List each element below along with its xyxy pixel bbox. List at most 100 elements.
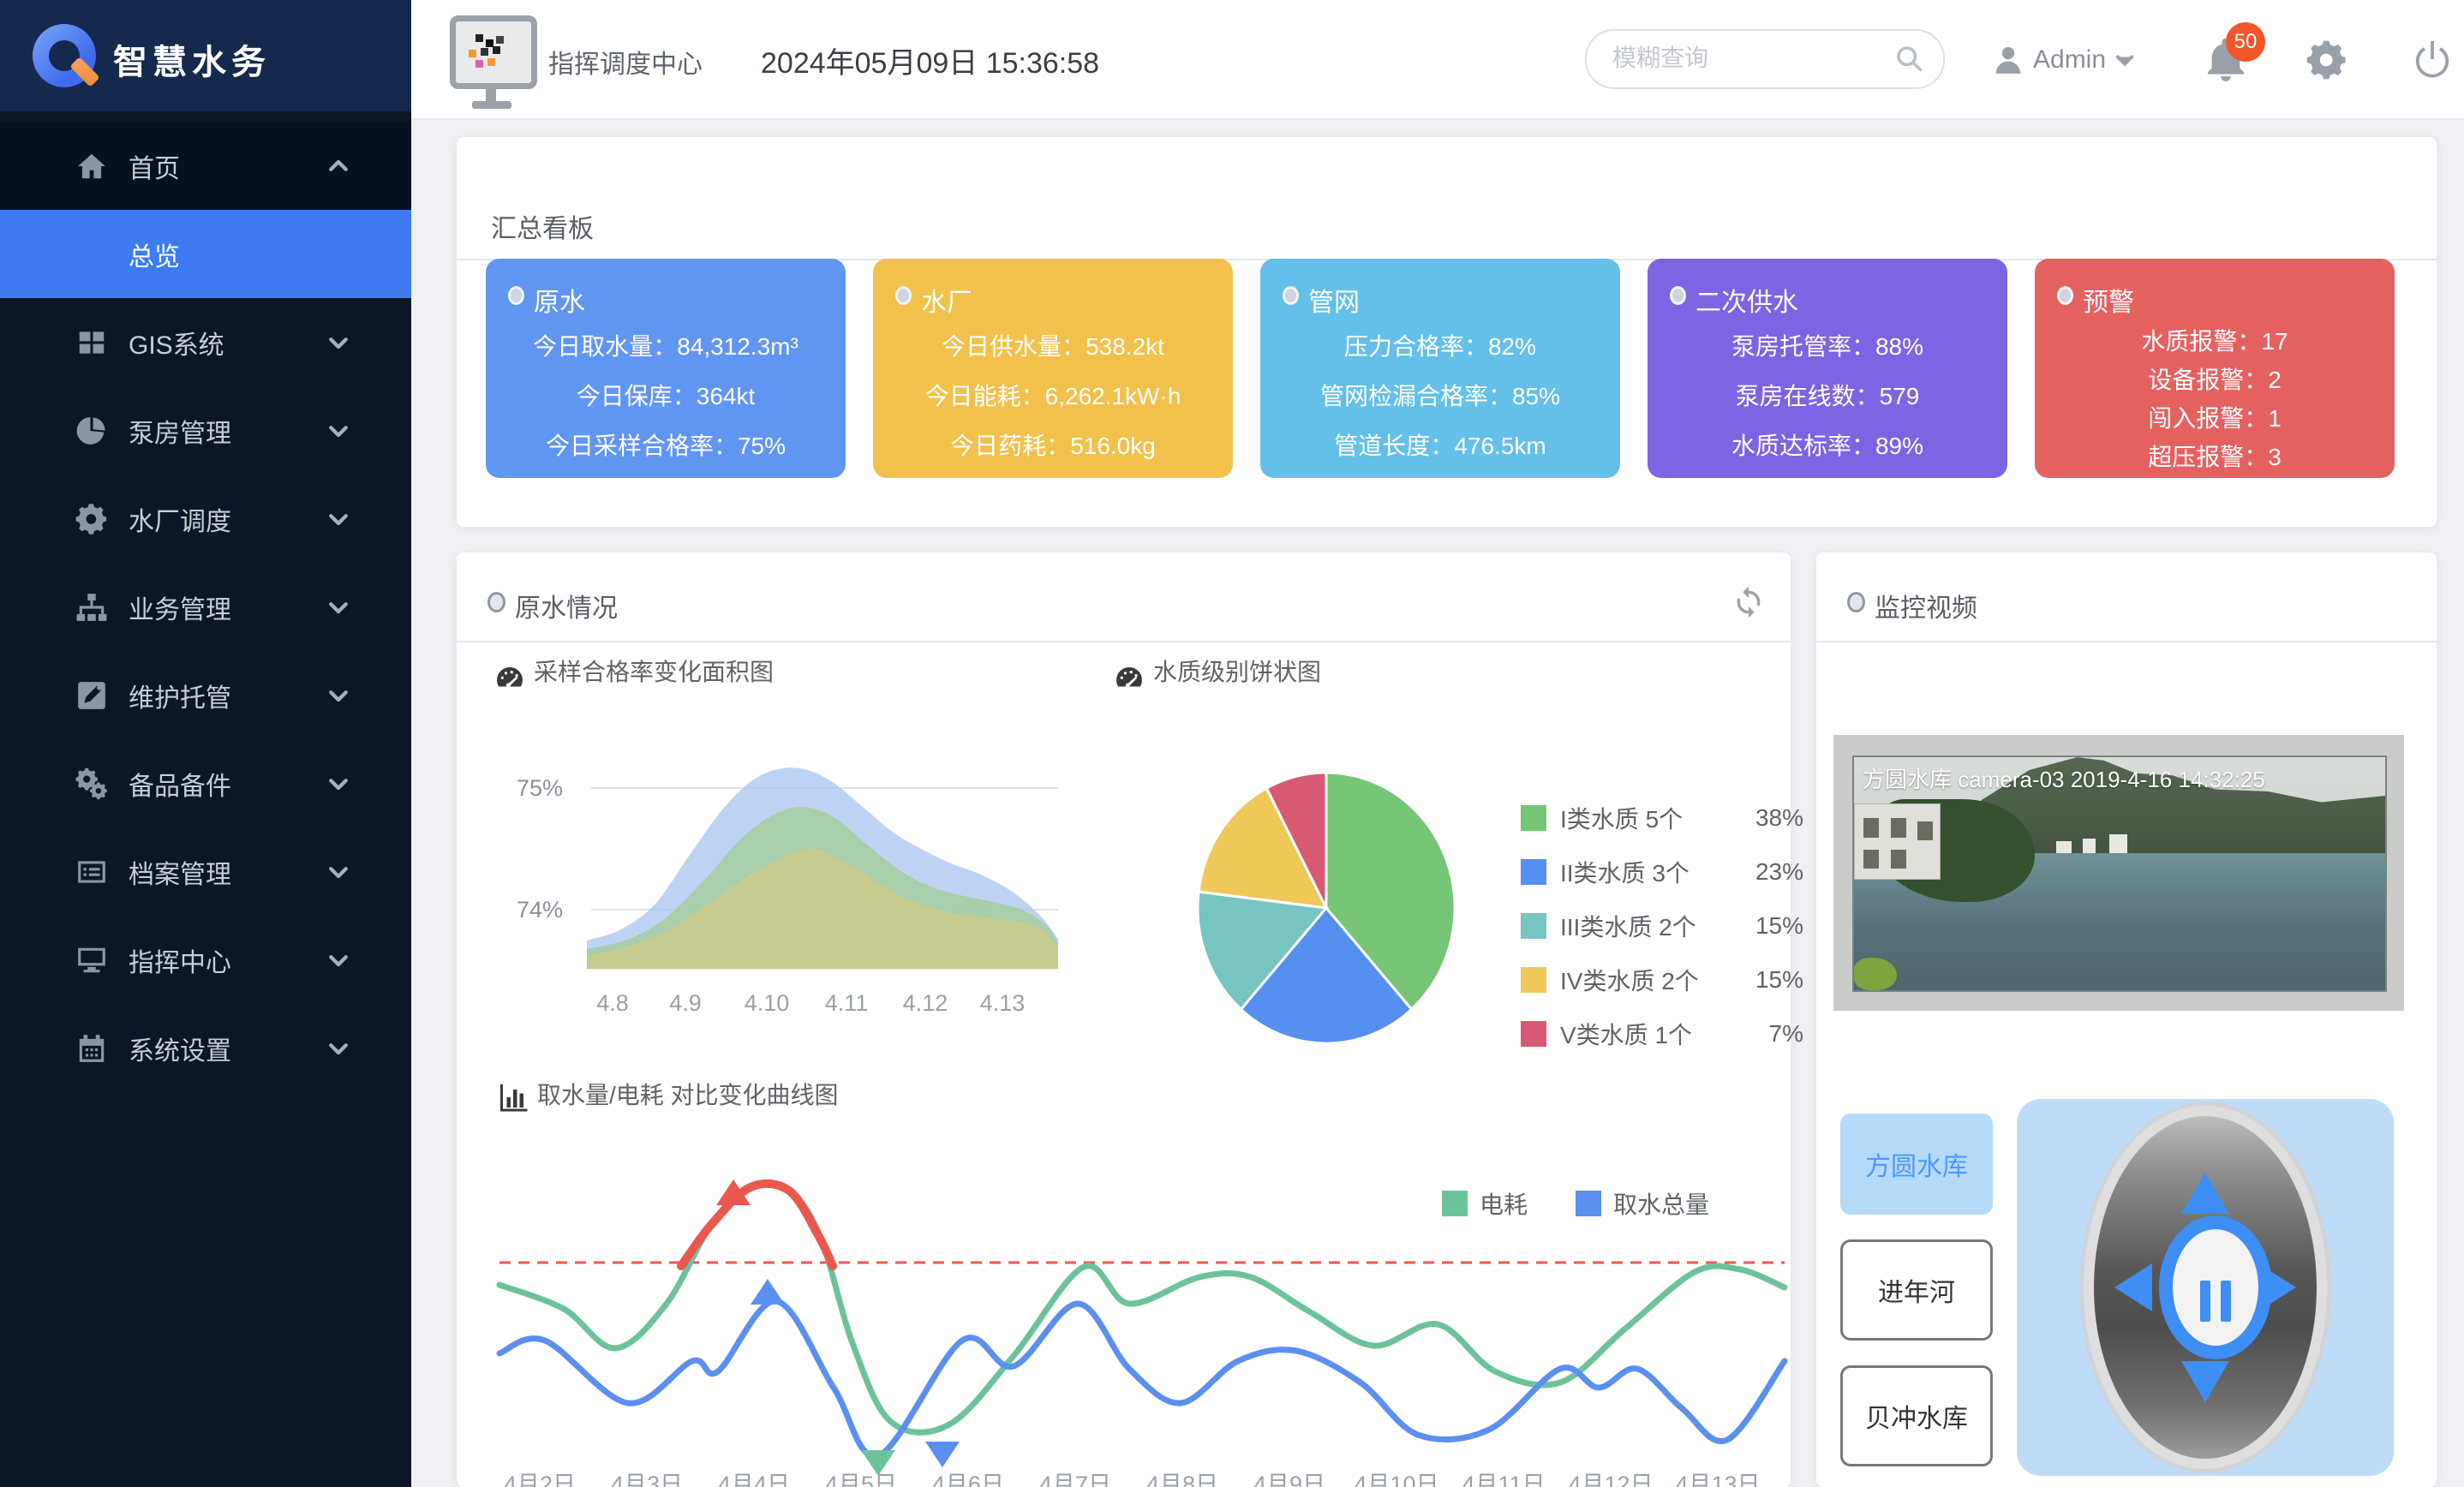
pie-slice-II类水质 bbox=[1239, 905, 1414, 1045]
pie-legend-item[interactable]: III类水质 2个 15% bbox=[1521, 909, 1803, 943]
card-title: 管网 bbox=[1308, 289, 1360, 317]
chevron-down-icon bbox=[326, 506, 351, 532]
app-logo-icon bbox=[33, 24, 100, 87]
x-axis-label: 4月9日 bbox=[1253, 1472, 1325, 1487]
gear-icon bbox=[75, 503, 108, 535]
legend-swatch bbox=[1521, 805, 1546, 831]
card-dot-icon bbox=[508, 286, 524, 305]
search-box bbox=[1585, 29, 1945, 89]
summary-card-水厂[interactable]: 水厂 今日供水量：538.2kt 今日能耗：6,262.1kW·h 今日药耗：516.… bbox=[873, 259, 1233, 478]
x-axis-label: 4.10 bbox=[745, 990, 790, 1016]
card-metric: 管道长度：476.5km bbox=[1334, 433, 1546, 459]
sidebar-item-档案管理[interactable]: 档案管理 bbox=[0, 827, 411, 916]
camera-button-进年河[interactable]: 进年河 bbox=[1840, 1239, 1993, 1341]
pie-slice-I类水质 bbox=[1325, 771, 1456, 1012]
sidebar-item-维护托管[interactable]: 维护托管 bbox=[0, 651, 411, 739]
legend-swatch bbox=[1521, 1021, 1546, 1047]
sidebar-item-label: 业务管理 bbox=[129, 595, 231, 624]
camera-button-方圆水库[interactable]: 方圆水库 bbox=[1840, 1114, 1993, 1215]
sidebar-item-指挥中心[interactable]: 指挥中心 bbox=[0, 916, 411, 1004]
sidebar-item-水厂调度[interactable]: 水厂调度 bbox=[0, 475, 411, 563]
sidebar-subitem-总览[interactable]: 总览 bbox=[0, 210, 411, 298]
line-series-电耗 bbox=[496, 1180, 1788, 1436]
topbar: 指挥调度中心 2024年05月09日 15:36:58 Admin bbox=[411, 0, 2464, 120]
logout-button[interactable] bbox=[2413, 39, 2452, 79]
y-axis-label: 75% bbox=[517, 775, 563, 801]
legend-label[interactable]: 电耗 bbox=[1480, 1191, 1528, 1218]
card-dot-icon bbox=[1670, 286, 1686, 305]
chevron-down-icon bbox=[326, 859, 351, 885]
x-axis-label: 4.13 bbox=[980, 990, 1026, 1016]
home-icon bbox=[75, 150, 108, 182]
white-building bbox=[1854, 803, 1941, 881]
legend-swatch bbox=[1521, 859, 1546, 885]
card-metric: 今日取水量：84,312.3m³ bbox=[533, 333, 798, 360]
x-axis-label: 4.11 bbox=[825, 990, 869, 1016]
gauge-icon bbox=[494, 662, 525, 693]
gear-icon bbox=[2306, 40, 2346, 80]
chevron-down-icon bbox=[326, 418, 351, 444]
summary-card-二次供水[interactable]: 二次供水 泵房托管率：88% 泵房在线数：579 水质达标率：89% bbox=[1648, 259, 2007, 478]
pie-legend-item[interactable]: IV类水质 2个 15% bbox=[1521, 963, 1803, 997]
legend-percentage: 15% bbox=[1755, 966, 1803, 993]
sidebar-item-GIS系统[interactable]: GIS系统 bbox=[0, 298, 411, 386]
ptz-up-button[interactable] bbox=[2181, 1173, 2229, 1214]
pause-icon bbox=[2221, 1281, 2231, 1322]
legend-swatch bbox=[1521, 913, 1546, 939]
card-metric: 水质达标率：89% bbox=[1731, 433, 1924, 459]
grid-icon bbox=[75, 326, 108, 359]
summary-card-管网[interactable]: 管网 压力合格率：82% 管网检漏合格率：85% 管道长度：476.5km bbox=[1260, 259, 1620, 478]
user-menu[interactable]: Admin bbox=[1992, 34, 2137, 86]
sidebar-item-业务管理[interactable]: 业务管理 bbox=[0, 563, 411, 651]
card-metric: 泵房托管率：88% bbox=[1731, 333, 1924, 360]
summary-card-预警[interactable]: 预警 水质报警：17 设备报警：2 闯入报警：1 超压报警：3 bbox=[2035, 259, 2395, 478]
x-axis-label: 4月8日 bbox=[1146, 1472, 1218, 1487]
sidebar-item-首页[interactable]: 首页 bbox=[0, 122, 411, 210]
video-player[interactable]: 方圆水库 camera-03 2019-4-16 14:32:25 bbox=[1833, 735, 2404, 1011]
summary-title: 汇总看板 bbox=[491, 215, 594, 243]
x-axis-label: 4.9 bbox=[669, 990, 702, 1016]
chevron-down-icon bbox=[326, 1036, 351, 1061]
marker-triangle-up bbox=[751, 1279, 785, 1305]
raw-water-panel: 原水情况 采样合格率变化面积图 水质级别饼状图 75% 74% 4.8 4.9 4.10… bbox=[457, 552, 1803, 1487]
sitemap-icon bbox=[75, 591, 108, 624]
x-axis-label: 4月7日 bbox=[1039, 1472, 1111, 1487]
pie-slice-III类水质 bbox=[1196, 890, 1329, 1012]
legend-swatch bbox=[1576, 1191, 1602, 1216]
ptz-left-button[interactable] bbox=[2114, 1263, 2152, 1311]
video-image: 方圆水库 camera-03 2019-4-16 14:32:25 bbox=[1852, 755, 2387, 992]
pie-legend-item[interactable]: V类水质 1个 7% bbox=[1521, 1017, 1803, 1051]
ptz-pause-button[interactable] bbox=[2159, 1215, 2272, 1359]
app-title: 智慧水务 bbox=[113, 44, 271, 81]
pie-chart bbox=[1196, 771, 1456, 1045]
camera-button-贝冲水库[interactable]: 贝冲水库 bbox=[1840, 1365, 1993, 1466]
overlimit-segment bbox=[677, 1179, 837, 1270]
summary-card-原水[interactable]: 原水 今日取水量：84,312.3m³ 今日保库：364kt 今日采样合格率：75% bbox=[486, 259, 846, 478]
pie-chart-title: 水质级别饼状图 bbox=[1153, 659, 1322, 685]
pause-icon bbox=[2200, 1281, 2210, 1322]
search-input[interactable] bbox=[1611, 39, 1871, 77]
pie-legend-item[interactable]: I类水质 5个 38% bbox=[1521, 801, 1803, 835]
pie-legend-item[interactable]: II类水质 3个 23% bbox=[1521, 855, 1803, 889]
card-metric: 超压报警：3 bbox=[2148, 444, 2282, 470]
legend-label: I类水质 5个 bbox=[1560, 806, 1684, 833]
settings-button[interactable] bbox=[2306, 39, 2347, 81]
sidebar-item-泵房管理[interactable]: 泵房管理 bbox=[0, 386, 411, 475]
ptz-down-button[interactable] bbox=[2181, 1361, 2229, 1402]
sidebar-item-系统设置[interactable]: 系统设置 bbox=[0, 1004, 411, 1092]
refresh-icon[interactable] bbox=[1731, 585, 1766, 619]
sidebar-item-label: 系统设置 bbox=[129, 1036, 231, 1066]
pie-slice-V类水质 bbox=[1265, 771, 1328, 909]
notifications-button[interactable]: 50 bbox=[2202, 22, 2265, 94]
pie-chart-icon bbox=[75, 415, 108, 447]
x-axis-label: 4月6日 bbox=[932, 1472, 1004, 1487]
search-icon[interactable] bbox=[1893, 43, 1924, 74]
card-metrics: 泵房托管率：88% 泵房在线数：579 水质达标率：89% bbox=[1648, 322, 2007, 471]
summary-panel: 汇总看板 原水 今日取水量：84,312.3m³ 今日保库：364kt 今日采样合格率… bbox=[457, 137, 2437, 527]
legend-label[interactable]: 取水总量 bbox=[1613, 1191, 1710, 1218]
sidebar-item-备品备件[interactable]: 备品备件 bbox=[0, 739, 411, 827]
card-dot-icon bbox=[895, 286, 912, 305]
marker-triangle-down bbox=[861, 1450, 895, 1476]
chevron-down-icon bbox=[326, 771, 351, 797]
panel-dot-icon bbox=[1847, 592, 1865, 612]
